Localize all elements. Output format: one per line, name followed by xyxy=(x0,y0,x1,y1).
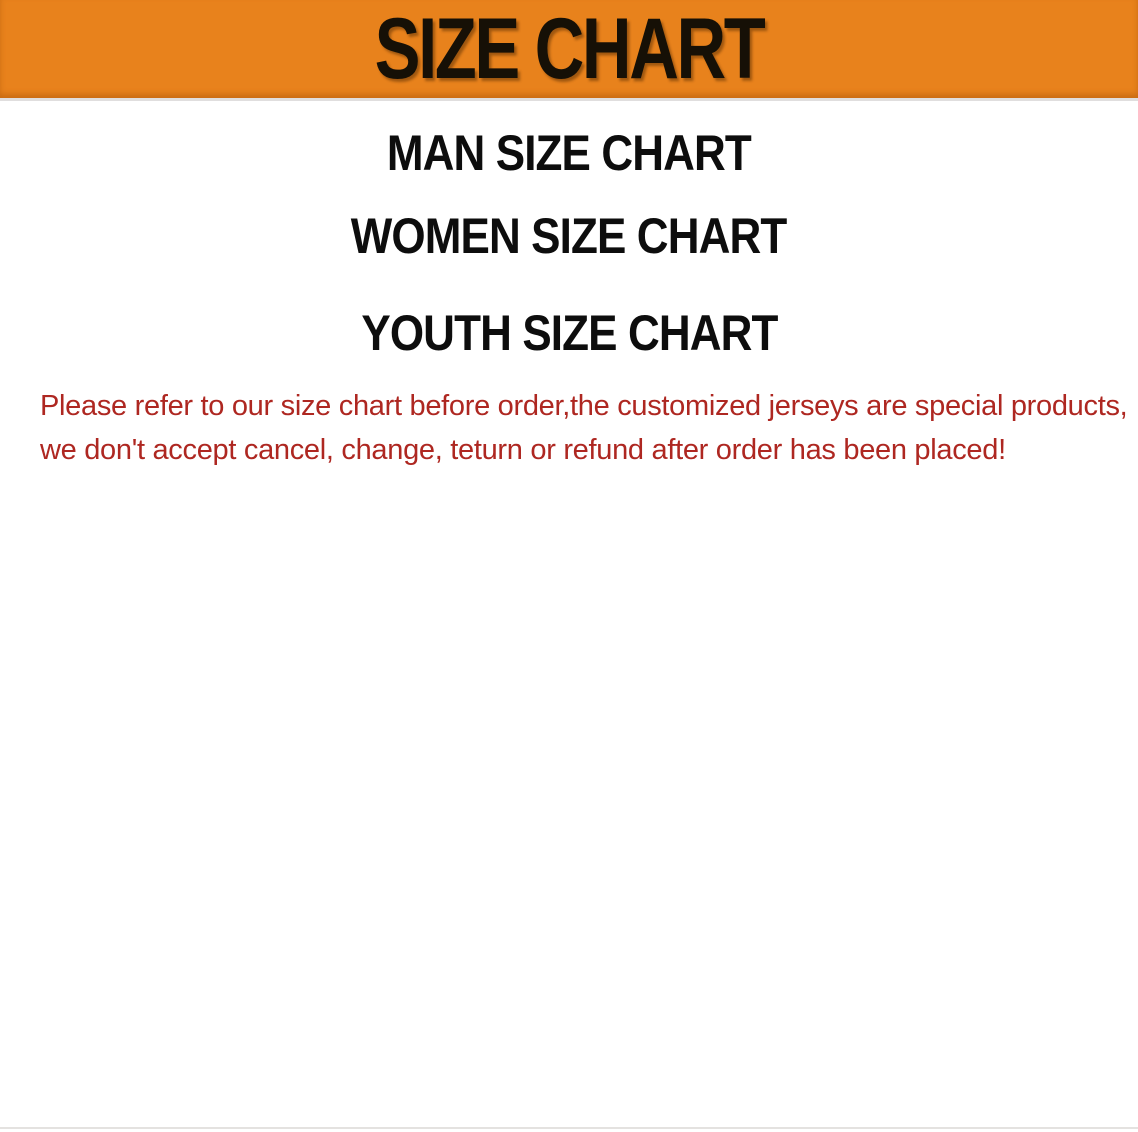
size-chart-banner: SIZE CHART xyxy=(0,0,1138,101)
disclaimer-text: Please refer to our size chart before or… xyxy=(40,384,1128,472)
women-size-chart-heading: WOMEN SIZE CHART xyxy=(0,211,1138,261)
size-chart-title: SIZE CHART xyxy=(374,1,766,97)
disclaimer-line: we don't accept cancel, change, teturn o… xyxy=(40,434,1006,466)
disclaimer-line: Please refer to our size chart before or… xyxy=(40,390,1128,422)
man-size-chart-heading: MAN SIZE CHART xyxy=(0,128,1138,178)
section-title-text: MAN SIZE CHART xyxy=(386,125,752,181)
section-title-text: YOUTH SIZE CHART xyxy=(360,305,778,361)
section-title-text: WOMEN SIZE CHART xyxy=(351,208,788,264)
bottom-divider xyxy=(0,1127,1138,1129)
youth-size-chart-heading: YOUTH SIZE CHART xyxy=(0,308,1138,358)
